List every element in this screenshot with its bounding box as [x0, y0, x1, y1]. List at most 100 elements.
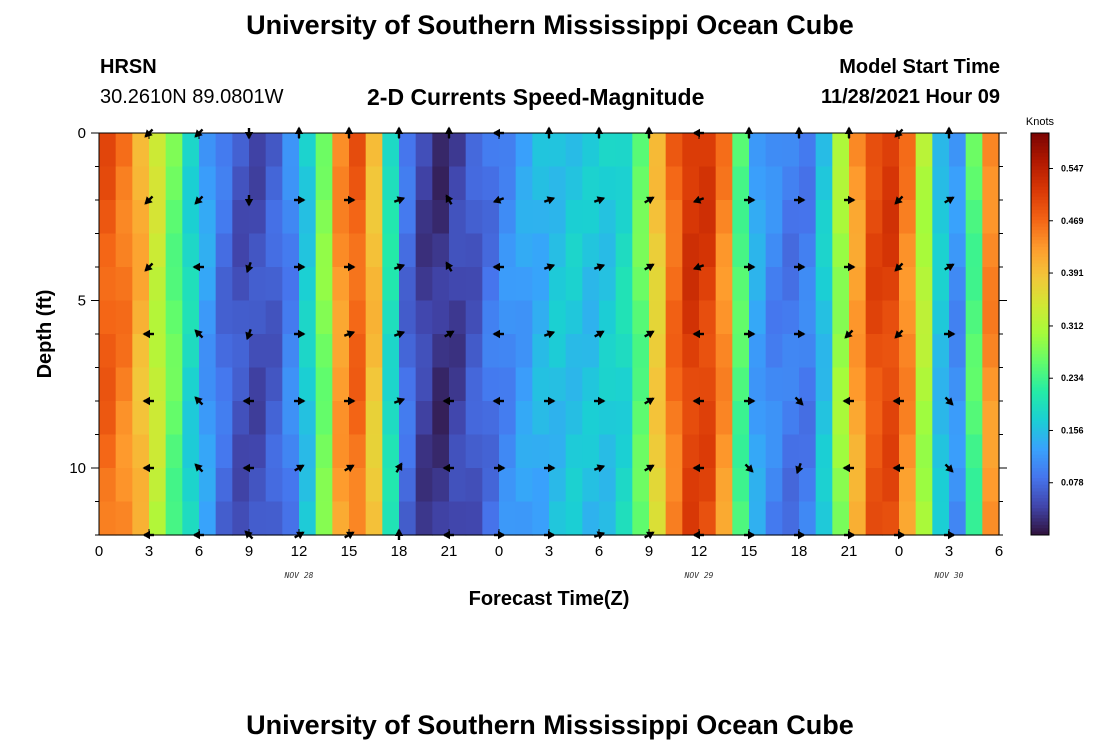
heatmap-cell — [565, 434, 583, 469]
heatmap-cell — [465, 434, 483, 469]
heatmap-cell — [882, 300, 900, 335]
current-arrow-head — [948, 530, 956, 540]
heatmap-cell — [949, 233, 967, 268]
heatmap-cell — [232, 367, 250, 402]
heatmap-cell — [615, 300, 633, 335]
current-arrow-head — [945, 464, 954, 473]
heatmap-cell — [915, 200, 933, 235]
heatmap-cell — [849, 200, 867, 235]
heatmap-cell — [432, 468, 450, 503]
colorbar-segment — [1031, 139, 1049, 144]
heatmap-cell — [549, 367, 567, 402]
heatmap-cell — [365, 200, 383, 235]
colorbar-segment — [1031, 213, 1049, 218]
heatmap-cell — [349, 468, 367, 503]
colorbar-segment — [1031, 461, 1049, 466]
heatmap-cell — [415, 468, 433, 503]
heatmap-cell — [382, 334, 400, 369]
heatmap-cell — [799, 300, 817, 335]
heatmap-cell — [132, 133, 150, 168]
heatmap-cell — [132, 334, 150, 369]
colorbar-segment — [1031, 133, 1049, 137]
colorbar-segment — [1031, 313, 1049, 318]
colorbar-segment — [1031, 263, 1049, 268]
heatmap-cell — [549, 401, 567, 436]
heatmap-cell — [115, 200, 133, 235]
heatmap-cell — [182, 434, 200, 469]
heatmap-cell — [532, 300, 550, 335]
heatmap-cell — [115, 501, 133, 536]
heatmap-cell — [315, 300, 333, 335]
heatmap-cell — [232, 267, 250, 302]
heatmap-cell — [115, 267, 133, 302]
colorbar-segment — [1031, 354, 1049, 358]
heatmap-cell — [632, 166, 650, 201]
colorbar-segment — [1031, 404, 1049, 409]
colorbar-segment — [1031, 337, 1049, 342]
heatmap-cell — [482, 200, 500, 235]
colorbar-segment — [1031, 478, 1049, 482]
heatmap-cell — [532, 267, 550, 302]
heatmap-cell — [815, 267, 833, 302]
current-arrow-head — [548, 463, 556, 473]
heatmap-cell — [949, 166, 967, 201]
heatmap-cell — [482, 401, 500, 436]
heatmap-cell — [965, 267, 983, 302]
heatmap-cell — [99, 468, 117, 503]
colorbar-segment — [1031, 156, 1049, 161]
heatmap-cell — [132, 300, 150, 335]
heatmap-cell — [182, 501, 200, 536]
heatmap-cell — [649, 468, 667, 503]
current-arrow-head — [546, 263, 556, 272]
heatmap-cell — [499, 133, 517, 168]
colorbar-segment — [1031, 283, 1049, 288]
heatmap-cell — [532, 334, 550, 369]
heatmap-cell — [99, 166, 117, 201]
current-arrow-head — [844, 330, 853, 339]
heatmap-cell — [315, 434, 333, 469]
current-arrow-head — [245, 264, 254, 274]
heatmap-cell — [749, 367, 767, 402]
heatmap-cell — [615, 267, 633, 302]
heatmap-cell — [482, 166, 500, 201]
colorbar-segment — [1031, 146, 1049, 151]
colorbar-segment — [1031, 431, 1049, 435]
heatmap-cell — [315, 367, 333, 402]
current-arrow-head — [692, 463, 700, 473]
heatmap-cell — [932, 401, 950, 436]
heatmap-cell — [115, 367, 133, 402]
heatmap-cell — [715, 367, 733, 402]
heatmap-cell — [499, 267, 517, 302]
heatmap-cell — [282, 166, 300, 201]
heatmap-cell — [332, 267, 350, 302]
heatmap-cell — [349, 334, 367, 369]
heatmap-cell — [149, 501, 167, 536]
heatmap-cell — [165, 233, 183, 268]
heatmap-cell — [565, 367, 583, 402]
heatmap-cell — [132, 468, 150, 503]
heatmap-cell — [782, 367, 800, 402]
heatmap-cell — [99, 133, 117, 168]
current-arrow-head — [298, 329, 306, 339]
current-arrow-head — [296, 464, 305, 473]
current-arrow-head — [344, 126, 354, 134]
heatmap-cell — [915, 434, 933, 469]
colorbar-segment — [1031, 317, 1049, 322]
heatmap-cell — [615, 334, 633, 369]
x-tick-label: 18 — [391, 543, 408, 560]
heatmap-cell — [432, 166, 450, 201]
x-tick-label: 3 — [945, 543, 953, 560]
heatmap-cell — [232, 401, 250, 436]
heatmap-cell — [732, 434, 750, 469]
heatmap-cell — [549, 501, 567, 536]
current-arrow-head — [795, 397, 804, 406]
heatmap-cell — [365, 233, 383, 268]
heatmap-cell — [632, 501, 650, 536]
heatmap-cell — [299, 468, 317, 503]
heatmap-cell — [832, 233, 850, 268]
heatmap-cell — [715, 434, 733, 469]
heatmap-cell — [749, 401, 767, 436]
current-arrow-head — [844, 126, 854, 134]
heatmap-cell — [699, 434, 717, 469]
heatmap-cell — [665, 501, 683, 536]
